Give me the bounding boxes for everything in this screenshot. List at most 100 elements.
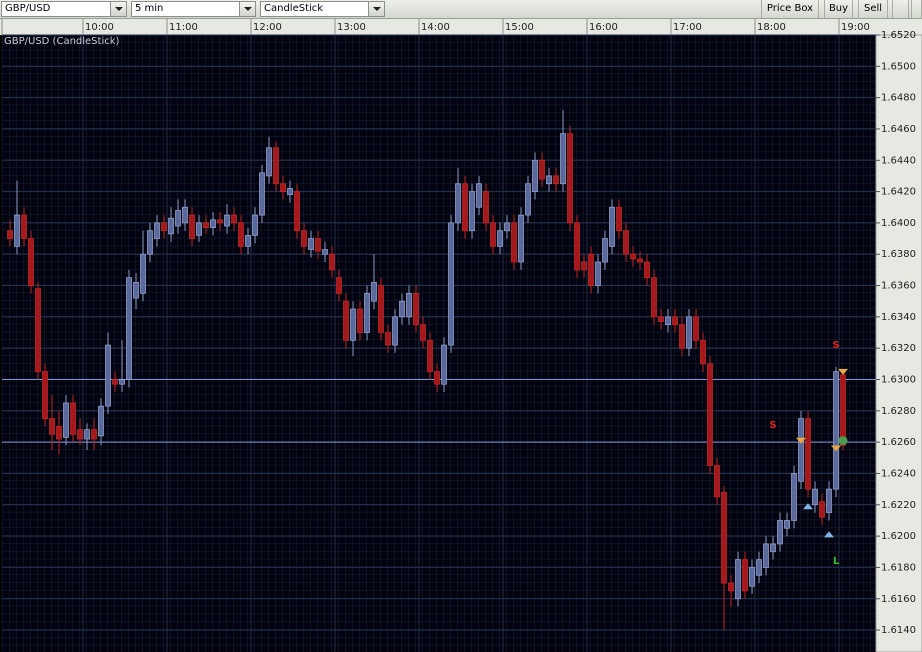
candle-body [574,222,580,271]
candle-body [672,316,678,326]
y-tick-label: 1.6180 [881,562,916,573]
interval-select[interactable]: 5 min [131,1,256,17]
candle-body [336,277,342,294]
candle-body [42,371,48,420]
candle-body [483,191,489,224]
candle-body [560,133,566,185]
candle-body [637,258,643,263]
candle-body [231,214,237,224]
x-tick-label: 12:00 [253,22,282,33]
candle-body [308,238,314,250]
candle-body [735,559,741,600]
candle-body [518,214,524,263]
candle-body [161,222,167,232]
y-tick-label: 1.6440 [881,155,916,166]
candle-body [714,465,720,498]
price-box-button[interactable]: Price Box [761,0,819,18]
candle-body [805,418,811,490]
candle-body [539,159,545,180]
candle-body [84,429,90,440]
candle-body [812,488,818,506]
y-tick-label: 1.6500 [881,61,916,72]
y-tick-label: 1.6220 [881,500,916,511]
candle-body [777,520,783,545]
candle-body [322,249,328,255]
candle-body [693,316,699,341]
candle-body [168,217,174,235]
candle-body [49,418,55,435]
candle-body [56,426,62,440]
y-tick-label: 1.6200 [881,531,916,542]
signal-marker [838,436,848,446]
candle-body [217,219,223,224]
y-tick-label: 1.6520 [881,30,916,41]
candle-body [35,288,41,373]
candle-body [609,206,615,247]
candle-body [567,133,573,224]
candle-body [700,340,706,365]
candle-body [140,253,146,294]
candle-body [763,543,769,568]
y-tick-label: 1.6280 [881,406,916,417]
candle-body [210,219,216,228]
chart-type-select[interactable]: CandleStick [260,1,385,17]
candle-body [406,293,412,318]
candle-body [644,261,650,279]
candle-body [581,261,587,271]
candle-body [119,379,125,385]
candle-body [630,253,636,260]
y-tick-label: 1.6420 [881,187,916,198]
chart-type: CandleStick [264,3,324,14]
candle-body [112,379,118,385]
candle-body [784,520,790,529]
candle-body [455,183,461,224]
candle-body [728,582,734,592]
candle-body [7,230,13,239]
candle-body [77,429,83,440]
chart-title: GBP/USD (CandleStick) [4,36,120,47]
candle-body [203,222,209,228]
candle-body [105,344,111,407]
toolbar: GBP/USD 5 min CandleStick Price Box Buy … [0,0,922,19]
candle-body [238,222,244,247]
symbol-select[interactable]: GBP/USD [1,1,127,17]
candle-body [224,214,230,227]
signal-marker [824,531,834,538]
candle-body [490,222,496,247]
candle-body [245,235,251,247]
candle-body [259,172,265,216]
candle-body [469,191,475,232]
symbol: GBP/USD [5,3,51,14]
candle-body [280,183,286,192]
candle-body [721,491,727,584]
sell-button[interactable]: Sell [858,0,888,18]
candle-body [252,214,258,236]
candle-body [546,175,552,185]
candle-body [770,543,776,553]
candle-body [840,374,846,446]
candle-body [665,316,671,326]
candle-body [14,214,20,247]
y-tick-label: 1.6460 [881,124,916,135]
candle-body [658,316,664,322]
y-tick-label: 1.6140 [881,625,916,636]
candle-body [196,222,202,236]
candle-body [497,230,503,247]
candle-body [413,293,419,326]
more-button[interactable] [911,0,922,18]
buy-button[interactable]: Buy [824,0,853,18]
indicator-button[interactable] [892,0,909,18]
interval: 5 min [135,3,164,14]
y-tick-label: 1.6380 [881,249,916,260]
y-tick-label: 1.6480 [881,93,916,104]
candle-body [175,210,181,227]
y-tick-label: 1.6360 [881,281,916,292]
signal-marker [796,437,806,444]
candle-body [707,363,713,466]
candle-body [294,191,300,232]
candle-body [133,282,139,299]
candle-body [420,324,426,341]
candle-body [28,238,34,286]
candle-body [189,214,195,239]
candle-body [798,418,804,482]
